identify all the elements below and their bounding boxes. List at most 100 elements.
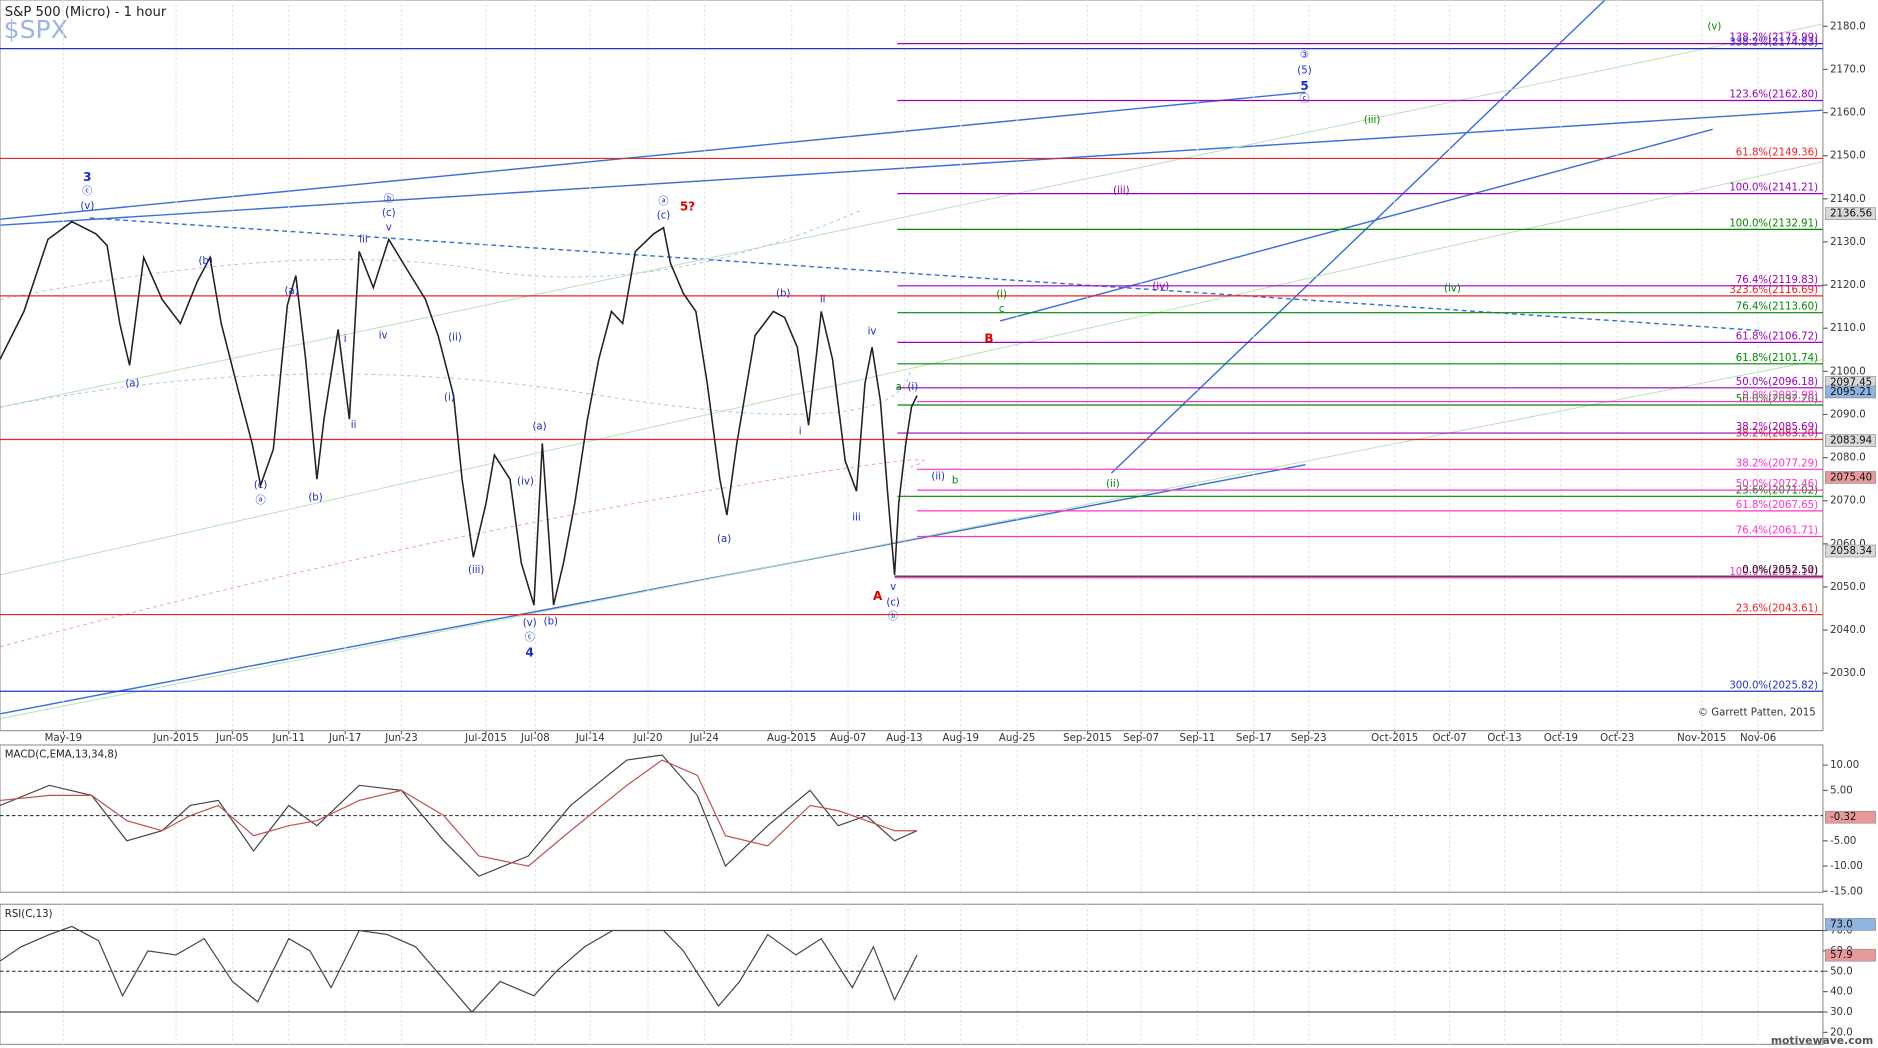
chart-title: S&P 500 (Micro) - 1 hour: [5, 5, 167, 20]
wave-label: 3: [83, 170, 91, 184]
y-tick-label: 2080.0: [1830, 453, 1866, 464]
price-tag-label: 73.0: [1830, 919, 1853, 930]
wave-label: (b): [544, 616, 558, 627]
trendline: [0, 464, 1306, 715]
y-tick-label: 50.0: [1830, 966, 1853, 977]
wave-label: b: [952, 475, 958, 486]
guide-line: [0, 161, 1824, 576]
copyright: © Garrett Patten, 2015: [1698, 708, 1816, 719]
y-tick-label: 2120.0: [1830, 280, 1866, 291]
wave-label: (iv): [1152, 281, 1169, 292]
x-tick-label: Oct-07: [1432, 733, 1466, 744]
y-tick-label: 20.0: [1830, 1027, 1853, 1038]
wave-label: (iv): [517, 477, 534, 488]
x-tick-label: Aug-13: [886, 733, 922, 744]
wave-label: ⓒ: [1299, 93, 1309, 105]
x-tick-label: Sep-17: [1236, 733, 1272, 744]
fib-level-label: 123.6%(2162.80): [1729, 90, 1818, 101]
panel-title: RSI(C,13): [5, 909, 53, 920]
y-tick-label: 2100.0: [1830, 366, 1866, 377]
x-tick-label: Jun-2015: [152, 733, 198, 744]
x-tick-label: Aug-25: [999, 733, 1035, 744]
x-tick-label: May-19: [45, 733, 82, 744]
trendline: [999, 128, 1713, 322]
x-tick-label: Jun-23: [384, 733, 418, 744]
wave-label: (ii): [448, 333, 462, 344]
wave-label: (5): [1297, 66, 1311, 77]
wave-label: (i): [996, 290, 1007, 301]
x-tick-label: Jul-20: [633, 733, 663, 744]
price-tag-label: 2136.56: [1830, 209, 1872, 220]
price-tag: [1825, 918, 1876, 931]
fib-level-label: 50.0%(2096.18): [1736, 377, 1818, 388]
fib-level-label: 0.0%(2052.50): [1742, 565, 1818, 576]
indicator-line: [0, 754, 918, 877]
wave-label: (i): [444, 393, 455, 404]
x-tick-label: Jun-17: [328, 733, 362, 744]
y-tick-label: -10.00: [1830, 861, 1863, 872]
wave-label: (b): [776, 288, 790, 299]
x-tick-label: Sep-2015: [1063, 733, 1112, 744]
fib-level-label: 38.2%(2083.20): [1736, 428, 1818, 439]
price-tag-label: 2058.34: [1830, 546, 1872, 557]
wave-label: a: [896, 382, 902, 393]
wave-label: (c): [382, 208, 396, 219]
wave-label: 5: [1300, 79, 1308, 93]
y-tick-label: 40.0: [1830, 987, 1853, 998]
wave-label: (ii): [1106, 479, 1120, 490]
y-tick-label: 30.0: [1830, 1007, 1853, 1018]
wave-label: v: [890, 582, 896, 593]
x-tick-label: Oct-13: [1487, 733, 1521, 744]
fib-level-label: 76.4%(2113.60): [1736, 302, 1818, 313]
fib-level-label: 61.8%(2106.72): [1736, 331, 1818, 342]
x-tick-label: Nov-2015: [1677, 733, 1726, 744]
x-tick-label: Jun-05: [215, 733, 249, 744]
wave-label: (c): [657, 211, 671, 222]
x-tick-label: Sep-11: [1180, 733, 1216, 744]
wave-label: ⓑ: [384, 193, 394, 205]
price-tag-label: 57.9: [1830, 950, 1853, 961]
y-tick-label: 10.00: [1830, 760, 1859, 771]
trendline: [0, 109, 1823, 226]
wave-label: ⓒ: [525, 631, 535, 643]
price-tag-label: 2097.45: [1830, 377, 1872, 388]
y-tick-label: 2050.0: [1830, 582, 1866, 593]
y-tick-label: 2110.0: [1830, 323, 1866, 334]
wave-label: (iii): [468, 565, 484, 576]
y-tick-label: 2070.0: [1830, 496, 1866, 507]
price-tag: [1825, 948, 1876, 962]
wave-label: (i): [907, 382, 918, 393]
wave-label: B: [984, 331, 993, 345]
wave-label: ⓐ: [658, 195, 668, 207]
fib-level-label: 76.4%(2061.71): [1736, 525, 1818, 536]
wave-label: ⓐ: [256, 495, 266, 507]
x-tick-label: Jul-14: [575, 733, 605, 744]
wave-label: (a): [717, 534, 731, 545]
fib-level-label: 100.0%(2052.14): [1729, 567, 1818, 578]
wave-label: (iv): [1444, 284, 1461, 295]
price-tag: [1825, 385, 1876, 399]
y-tick-label: -15.00: [1830, 886, 1863, 897]
wave-label: ③: [1300, 50, 1309, 61]
x-tick-label: Sep-07: [1123, 733, 1159, 744]
x-tick-label: Aug-07: [830, 733, 866, 744]
y-tick-label: 2040.0: [1830, 625, 1866, 636]
x-tick-label: Jul-08: [520, 733, 550, 744]
panel-border: [0, 744, 1824, 893]
wave-label: (v): [80, 201, 94, 212]
y-tick-label: 2090.0: [1830, 409, 1866, 420]
wave-label: (b): [308, 492, 322, 503]
x-tick-label: Jun-11: [272, 733, 306, 744]
x-tick-label: Oct-19: [1544, 733, 1578, 744]
trendline: [1110, 0, 1606, 474]
fib-level-label: 38.2%(2077.29): [1736, 458, 1818, 469]
wave-label: ⓒ: [82, 185, 92, 197]
wave-label: iv: [379, 331, 388, 342]
wave-label: c: [999, 304, 1005, 315]
wave-label: (c): [886, 598, 900, 609]
y-tick-label: 2170.0: [1830, 64, 1866, 75]
price-tag: [1825, 810, 1876, 824]
wave-label: i: [344, 334, 347, 345]
